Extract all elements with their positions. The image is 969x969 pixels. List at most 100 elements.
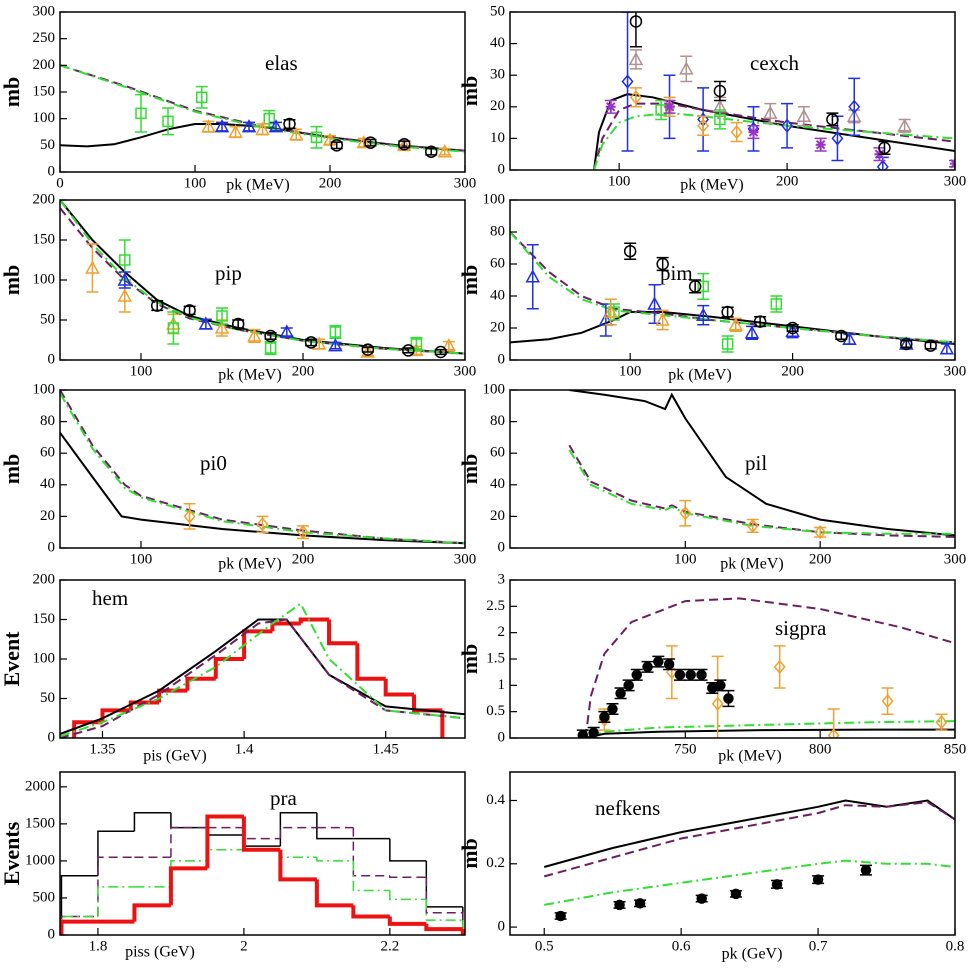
- data-point: [241, 119, 257, 133]
- x-tick-label: 300: [944, 551, 967, 567]
- data-point: [329, 326, 342, 338]
- error-bar: [679, 499, 692, 527]
- curve: [510, 231, 955, 344]
- curve: [568, 449, 955, 535]
- x-tick-label: 200: [319, 175, 342, 191]
- error-bar: [329, 341, 342, 350]
- data-point: [770, 298, 783, 310]
- data-point: [730, 124, 743, 140]
- panel-label: pip: [215, 261, 242, 285]
- curve: [585, 728, 955, 738]
- x-axis-label: pk (MeV): [226, 177, 290, 194]
- data-point: [183, 509, 196, 524]
- error-bar: [195, 85, 208, 109]
- data-point: [748, 127, 759, 138]
- data-point: [162, 115, 174, 128]
- curve: [60, 618, 465, 735]
- y-tick-label: 0: [498, 729, 506, 745]
- y-tick-label: 0: [48, 539, 56, 555]
- histogram-bin: [279, 849, 317, 858]
- histogram-bin: [389, 890, 427, 901]
- data-point: [196, 91, 208, 104]
- data-point: [247, 328, 262, 342]
- y-tick-label: 30: [490, 67, 505, 83]
- data-point: [441, 338, 457, 352]
- y-tick-label: 100: [483, 381, 506, 397]
- histogram-bin: [170, 812, 208, 829]
- histogram-bin: [279, 812, 317, 847]
- data-point: [897, 118, 912, 132]
- y-tick-label: 150: [33, 231, 56, 247]
- data-point: [881, 693, 894, 709]
- data-point: [939, 341, 955, 355]
- histogram-bin: [60, 915, 98, 935]
- x-tick-label: 1.4: [235, 741, 254, 757]
- curve: [584, 597, 955, 738]
- data-point: [697, 118, 710, 133]
- y-tick-label: 150: [33, 611, 56, 627]
- histogram-bin: [60, 874, 98, 935]
- curve: [60, 432, 465, 545]
- y-tick-label: 0: [48, 351, 56, 367]
- plot-area: [60, 390, 465, 545]
- data-point: [85, 260, 100, 274]
- curve: [60, 64, 465, 153]
- histogram-bin: [243, 834, 281, 847]
- x-axis-label: pis (GeV): [143, 748, 207, 765]
- data-point: [753, 315, 767, 328]
- data-point: [623, 244, 637, 258]
- y-tick-label: 3: [498, 571, 506, 587]
- data-point: [814, 525, 827, 540]
- y-axis-label: mb: [457, 454, 482, 485]
- error-bar: [665, 645, 678, 700]
- data-point: [605, 101, 616, 112]
- data-point: [603, 304, 618, 318]
- data-point: [835, 329, 848, 343]
- axes-frame: [509, 389, 956, 549]
- x-tick-label: 200: [292, 551, 315, 567]
- error-bar: [86, 243, 99, 293]
- error-bar: [881, 687, 894, 716]
- data-point: [744, 325, 760, 339]
- error-bar: [680, 55, 693, 83]
- histogram-bin: [327, 619, 358, 646]
- y-tick-label: 80: [490, 413, 505, 429]
- histogram-bin: [352, 860, 390, 892]
- y-tick-label: 2.5: [486, 598, 505, 614]
- error-bar: [361, 346, 374, 353]
- x-axis-label: pk (MeV): [218, 556, 282, 573]
- x-tick-label: 200: [809, 551, 832, 567]
- error-bar: [402, 347, 415, 354]
- error-bar: [167, 311, 180, 345]
- y-tick-label: 20: [490, 508, 505, 524]
- error-bar: [229, 125, 242, 139]
- plot-area: [60, 812, 465, 935]
- y-tick-label: 50: [40, 137, 55, 153]
- y-tick-label: 500: [33, 889, 56, 905]
- data-point: [628, 51, 644, 66]
- data-point: [878, 141, 891, 155]
- error-bar: [713, 109, 726, 130]
- panel-label: pra: [270, 786, 297, 810]
- y-axis-label: Events: [0, 821, 24, 885]
- data-point: [730, 888, 742, 900]
- data-point: [525, 269, 541, 283]
- data-point: [631, 669, 643, 681]
- data-point: [614, 899, 625, 911]
- y-tick-label: 0: [48, 163, 56, 179]
- data-point: [623, 680, 634, 691]
- plot-area: [543, 799, 955, 922]
- data-point: [647, 296, 662, 310]
- curve: [60, 618, 465, 738]
- x-tick-label: 0.7: [809, 938, 828, 954]
- data-point: [812, 874, 824, 885]
- histogram-bin: [242, 629, 273, 659]
- curve: [544, 859, 955, 906]
- data-point: [288, 127, 304, 141]
- data-point: [697, 280, 710, 293]
- data-point: [264, 342, 277, 354]
- plot-area: [510, 231, 955, 355]
- axes-frame: [59, 389, 466, 549]
- y-tick-label: 1500: [25, 815, 55, 831]
